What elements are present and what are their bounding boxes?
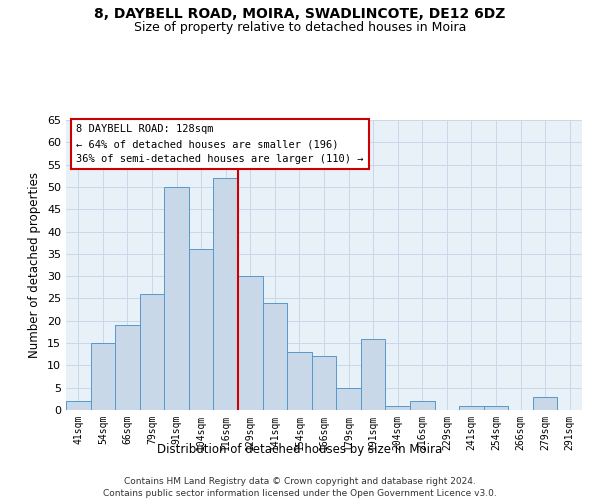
Bar — [164, 187, 189, 410]
Bar — [189, 250, 214, 410]
Text: Contains public sector information licensed under the Open Government Licence v3: Contains public sector information licen… — [103, 489, 497, 498]
Text: 8 DAYBELL ROAD: 128sqm
← 64% of detached houses are smaller (196)
36% of semi-de: 8 DAYBELL ROAD: 128sqm ← 64% of detached… — [76, 124, 364, 164]
Bar — [66, 401, 91, 410]
Bar — [385, 406, 410, 410]
Bar — [214, 178, 238, 410]
Bar — [287, 352, 312, 410]
Text: Contains HM Land Registry data © Crown copyright and database right 2024.: Contains HM Land Registry data © Crown c… — [124, 478, 476, 486]
Bar — [361, 338, 385, 410]
Text: Distribution of detached houses by size in Moira: Distribution of detached houses by size … — [157, 442, 443, 456]
Bar — [484, 406, 508, 410]
Bar — [336, 388, 361, 410]
Bar — [91, 343, 115, 410]
Bar — [312, 356, 336, 410]
Bar — [238, 276, 263, 410]
Bar — [533, 396, 557, 410]
Bar — [263, 303, 287, 410]
Bar — [410, 401, 434, 410]
Text: Size of property relative to detached houses in Moira: Size of property relative to detached ho… — [134, 21, 466, 34]
Bar — [140, 294, 164, 410]
Y-axis label: Number of detached properties: Number of detached properties — [28, 172, 41, 358]
Bar — [115, 325, 140, 410]
Bar — [459, 406, 484, 410]
Text: 8, DAYBELL ROAD, MOIRA, SWADLINCOTE, DE12 6DZ: 8, DAYBELL ROAD, MOIRA, SWADLINCOTE, DE1… — [94, 8, 506, 22]
